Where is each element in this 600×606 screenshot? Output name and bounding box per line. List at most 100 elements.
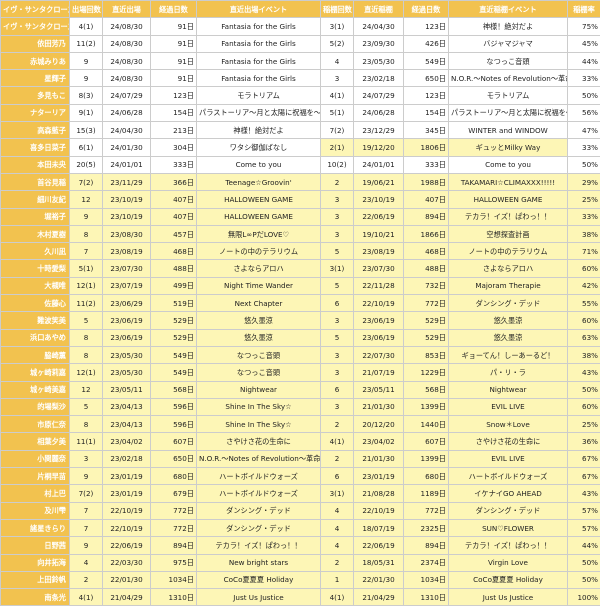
idol-name: 本田未央 — [1, 156, 70, 173]
shelf-event: EVIL LIVE — [449, 398, 568, 415]
shelf-count: 2(1) — [321, 139, 354, 156]
shelf-days-elapsed: 529日 — [404, 329, 449, 346]
shelf-days-elapsed: 1399日 — [404, 398, 449, 415]
shelf-rate: 75% — [568, 18, 600, 35]
last-shelf-date: 22/06/19 — [354, 208, 404, 225]
days-elapsed: 568日 — [151, 381, 197, 398]
last-appearance-date: 23/01/19 — [103, 485, 151, 502]
last-appearance-date: 23/06/19 — [103, 312, 151, 329]
idol-name: 難波笑美 — [1, 312, 70, 329]
appearance-count: 8 — [70, 416, 103, 433]
last-shelf-date: 18/07/19 — [354, 519, 404, 536]
header-name: イヴ・サンタクロース — [1, 1, 70, 18]
shelf-rate: 50% — [568, 554, 600, 571]
last-event: Fantasia for the Girls — [197, 18, 321, 35]
days-elapsed: 333日 — [151, 156, 197, 173]
last-event: Teenage☆Groovin' — [197, 173, 321, 190]
last-appearance-date: 23/10/19 — [103, 208, 151, 225]
shelf-rate: 44% — [568, 537, 600, 554]
last-shelf-date: 23/05/30 — [354, 52, 404, 69]
shelf-count: 3 — [321, 70, 354, 87]
days-elapsed: 650日 — [151, 450, 197, 467]
shelf-days-elapsed: 2325日 — [404, 519, 449, 536]
days-elapsed: 154日 — [151, 104, 197, 121]
appearance-count: 4 — [70, 554, 103, 571]
last-event: Come to you — [197, 156, 321, 173]
shelf-event: バジャマジャマ — [449, 35, 568, 52]
shelf-count: 5(2) — [321, 35, 354, 52]
last-event: Shine In The Sky☆ — [197, 398, 321, 415]
shelf-event: ハートボイルドウォーズ — [449, 468, 568, 485]
last-shelf-date: 23/04/02 — [354, 433, 404, 450]
last-shelf-date: 18/05/31 — [354, 554, 404, 571]
shelf-event: モラトリアム — [449, 87, 568, 104]
shelf-event: Nightwear — [449, 381, 568, 398]
shelf-rate: 25% — [568, 416, 600, 433]
last-appearance-date: 24/08/30 — [103, 70, 151, 87]
shelf-rate: 38% — [568, 225, 600, 242]
shelf-days-elapsed: 1034日 — [404, 571, 449, 588]
shelf-count: 10(2) — [321, 156, 354, 173]
shelf-event: WINTER and WINDOW — [449, 122, 568, 139]
shelf-rate: 43% — [568, 485, 600, 502]
shelf-count: 4 — [321, 519, 354, 536]
last-shelf-date: 22/06/19 — [354, 537, 404, 554]
shelf-count: 3(1) — [321, 18, 354, 35]
shelf-count: 3 — [321, 346, 354, 363]
last-appearance-date: 23/06/29 — [103, 295, 151, 312]
shelf-event: Snow＊Love — [449, 416, 568, 433]
shelf-event: テカラ！イズ！ぱわっ！！ — [449, 208, 568, 225]
idol-name: 及川雫 — [1, 502, 70, 519]
last-event: Just Us Justice — [197, 589, 321, 606]
last-appearance-date: 22/01/30 — [103, 571, 151, 588]
appearance-count: 6(1) — [70, 139, 103, 156]
shelf-rate: 71% — [568, 243, 600, 260]
last-shelf-date: 22/07/30 — [354, 346, 404, 363]
days-elapsed: 468日 — [151, 243, 197, 260]
last-appearance-date: 23/07/30 — [103, 260, 151, 277]
header-shelf-rate: 稲棚率 — [568, 1, 600, 18]
last-shelf-date: 23/06/19 — [354, 312, 404, 329]
appearance-count: 4(1) — [70, 589, 103, 606]
shelf-rate: 25% — [568, 191, 600, 208]
last-event: ノートの中のテラリウム — [197, 243, 321, 260]
shelf-count: 3(1) — [321, 485, 354, 502]
appearance-count: 8 — [70, 346, 103, 363]
shelf-event: CoCo夏夏夏 Holiday — [449, 571, 568, 588]
shelf-rate: 67% — [568, 450, 600, 467]
shelf-days-elapsed: 1229日 — [404, 364, 449, 381]
idol-name: 佐藤心 — [1, 295, 70, 312]
shelf-event: さよならアロハ — [449, 260, 568, 277]
appearance-count: 2 — [70, 571, 103, 588]
last-appearance-date: 23/01/19 — [103, 468, 151, 485]
shelf-count: 3 — [321, 364, 354, 381]
days-elapsed: 772日 — [151, 519, 197, 536]
shelf-rate: 67% — [568, 468, 600, 485]
shelf-rate: 60% — [568, 312, 600, 329]
days-elapsed: 1034日 — [151, 571, 197, 588]
days-elapsed: 529日 — [151, 329, 197, 346]
shelf-count: 4(1) — [321, 87, 354, 104]
last-appearance-date: 23/04/02 — [103, 433, 151, 450]
shelf-count: 4 — [321, 502, 354, 519]
days-elapsed: 91日 — [151, 70, 197, 87]
header-last-shelf: 直近稲棚 — [354, 1, 404, 18]
days-elapsed: 91日 — [151, 52, 197, 69]
shelf-event: HALLOWEEN GAME — [449, 191, 568, 208]
shelf-days-elapsed: 853日 — [404, 346, 449, 363]
last-event: Night Time Wander — [197, 277, 321, 294]
last-shelf-date: 21/01/30 — [354, 398, 404, 415]
shelf-count: 5 — [321, 277, 354, 294]
